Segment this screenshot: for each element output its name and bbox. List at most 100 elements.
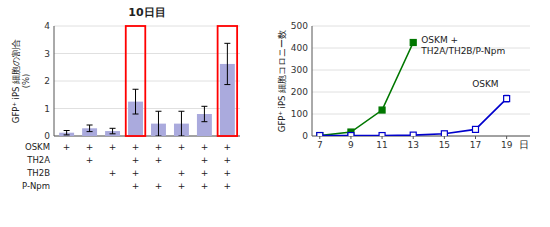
- line-marker: [317, 133, 323, 136]
- series-annotation: OSKM +TH2A/TH2B/P-Npm: [420, 35, 505, 56]
- x-tick: [350, 136, 351, 139]
- grid-line: [54, 136, 240, 137]
- line-marker: [317, 133, 323, 136]
- table-row-label: P-Npm: [22, 181, 50, 191]
- x-tick-label: 7: [317, 140, 323, 150]
- x-axis-label: 日: [519, 139, 529, 150]
- error-bar-cap: [87, 125, 93, 126]
- error-bar: [155, 111, 161, 136]
- y-tick-label: 300: [291, 65, 308, 75]
- x-tick: [506, 136, 507, 139]
- x-tick-label: 19: [501, 140, 513, 150]
- x-axis-line: [54, 136, 240, 137]
- x-tick: [413, 136, 414, 139]
- grid-line: [312, 70, 530, 71]
- table-cell: +: [86, 155, 94, 165]
- x-tick: [382, 136, 383, 139]
- x-tick: [319, 136, 320, 139]
- line-marker: [348, 133, 354, 136]
- error-bar-cap: [133, 114, 139, 115]
- x-tick-label: 13: [407, 140, 418, 150]
- bar-group: [59, 43, 235, 136]
- x-tick-label: 15: [439, 140, 450, 150]
- line-group: [317, 40, 510, 137]
- y-axis-line: [312, 26, 313, 136]
- table-cell: +: [224, 142, 232, 152]
- error-bar: [504, 95, 509, 102]
- y-tick-label: 0: [302, 131, 308, 141]
- y-tick-label: 1: [44, 104, 50, 114]
- table-cell: +: [201, 181, 209, 191]
- table-row-label: OSKM: [25, 142, 50, 152]
- table-cell: +: [63, 142, 71, 152]
- table-cell: +: [201, 142, 209, 152]
- error-bar-cap: [155, 136, 161, 137]
- x-tick: [444, 136, 445, 139]
- y-tick-label: 0: [44, 131, 50, 141]
- x-tick-label: 9: [348, 140, 354, 150]
- y-axis-line: [54, 26, 55, 136]
- series-annotation: OSKM: [472, 79, 498, 89]
- grid-line: [312, 92, 530, 93]
- y-tick-label: 2: [44, 76, 50, 86]
- y-axis-label: GFP⁺ iPS 細胞の割合(%): [11, 39, 31, 123]
- y-axis-label-group: GFP⁺ iPS 細胞の割合(%): [11, 39, 31, 123]
- error-bar: [224, 43, 230, 84]
- error-bar-stem: [135, 89, 136, 114]
- text-line: OSKM +: [421, 35, 458, 45]
- error-bar-stem: [89, 125, 90, 132]
- error-bar-cap: [155, 111, 161, 112]
- error-bar: [87, 125, 93, 132]
- error-bar-stem: [158, 111, 159, 136]
- error-bar: [133, 89, 139, 114]
- error-bar-cap: [64, 130, 70, 131]
- error-bar-cap: [224, 84, 230, 85]
- text-line: OSKM: [472, 79, 498, 89]
- table-cell: +: [109, 142, 117, 152]
- error-bar: [110, 128, 116, 134]
- left-panel: 0123410日目GFP⁺ iPS 細胞の割合(%)OSKM++++++++TH…: [11, 6, 240, 191]
- y-axis-label-group: GFP⁺ iPS 細胞コロニー数: [277, 30, 287, 132]
- y-tick-label: 4: [44, 21, 50, 31]
- line-marker: [410, 132, 416, 136]
- y-tick-label: 400: [291, 43, 308, 53]
- x-tick-label: 17: [470, 140, 481, 150]
- table-cell: +: [224, 168, 232, 178]
- table-cell: +: [201, 155, 209, 165]
- line-marker: [504, 96, 510, 102]
- grid-line: [54, 53, 240, 54]
- error-bar-cap: [178, 111, 184, 112]
- error-bar: [178, 111, 184, 136]
- error-bar-stem: [204, 106, 205, 121]
- x-tick-label: 11: [376, 140, 387, 150]
- y-tick-label: 500: [291, 21, 308, 31]
- error-bar-cap: [178, 136, 184, 137]
- error-bar: [201, 106, 207, 121]
- y-axis-label: GFP⁺ iPS 細胞コロニー数: [277, 30, 287, 132]
- text-line: (%): [21, 74, 31, 89]
- error-bar-cap: [201, 121, 207, 122]
- highlight-box: [126, 26, 146, 136]
- line-marker: [379, 107, 385, 113]
- error-bar-cap: [110, 128, 116, 129]
- error-bar-cap: [133, 89, 139, 90]
- chart-title: 10日目: [128, 6, 165, 19]
- table-cell: +: [178, 181, 186, 191]
- table-cell: +: [132, 155, 140, 165]
- error-bar: [64, 131, 70, 135]
- error-bar-stem: [181, 111, 182, 136]
- grid-line: [54, 26, 240, 27]
- table-cell: +: [178, 168, 186, 178]
- x-tick: [475, 136, 476, 139]
- table-cell: +: [155, 142, 163, 152]
- table-cell: +: [155, 155, 163, 165]
- y-tick-label: 200: [291, 87, 308, 97]
- highlight-box: [218, 26, 238, 136]
- table-cell: +: [132, 142, 140, 152]
- table-row-label: TH2B: [26, 168, 50, 178]
- text-line: TH2A/TH2B/P-Npm: [420, 46, 505, 56]
- text-line: GFP⁺ iPS 細胞の割合: [11, 39, 21, 123]
- table-cell: +: [224, 181, 232, 191]
- y-tick-label: 100: [291, 109, 308, 119]
- table-cell: +: [224, 155, 232, 165]
